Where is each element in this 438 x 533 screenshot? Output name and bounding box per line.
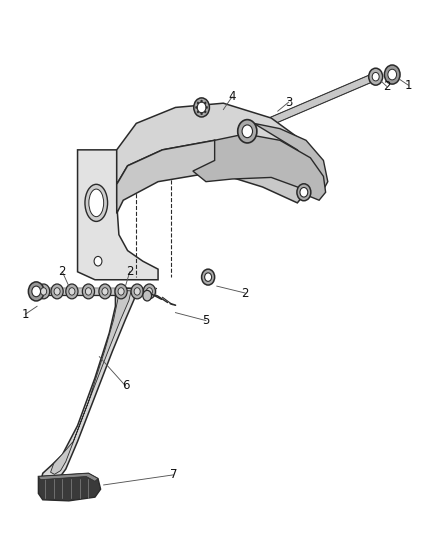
Circle shape <box>115 284 127 299</box>
Circle shape <box>244 126 251 136</box>
Circle shape <box>94 256 102 266</box>
Circle shape <box>300 188 308 197</box>
Circle shape <box>242 125 253 138</box>
Ellipse shape <box>89 189 104 216</box>
Circle shape <box>201 269 215 285</box>
Circle shape <box>205 273 212 281</box>
Circle shape <box>194 98 209 117</box>
Circle shape <box>240 122 255 141</box>
Circle shape <box>197 102 206 113</box>
Circle shape <box>85 288 92 295</box>
Ellipse shape <box>85 184 108 221</box>
Circle shape <box>195 107 197 109</box>
Circle shape <box>66 284 78 299</box>
Polygon shape <box>254 123 328 198</box>
Polygon shape <box>39 473 101 501</box>
Circle shape <box>41 288 47 295</box>
Circle shape <box>28 282 44 301</box>
Text: 5: 5 <box>202 314 210 327</box>
Polygon shape <box>41 288 136 485</box>
Text: 6: 6 <box>122 379 129 392</box>
Circle shape <box>372 72 379 81</box>
Circle shape <box>69 288 75 295</box>
Circle shape <box>32 286 41 297</box>
Circle shape <box>51 284 63 299</box>
Polygon shape <box>36 288 156 295</box>
Circle shape <box>118 288 124 295</box>
Circle shape <box>388 69 396 80</box>
Circle shape <box>102 288 108 295</box>
Circle shape <box>297 184 311 201</box>
Text: 2: 2 <box>126 265 134 278</box>
Circle shape <box>131 284 143 299</box>
Polygon shape <box>193 134 325 200</box>
Circle shape <box>134 288 140 295</box>
Circle shape <box>197 111 199 113</box>
Circle shape <box>238 119 257 143</box>
Circle shape <box>146 288 152 295</box>
Circle shape <box>143 284 155 299</box>
Circle shape <box>385 65 400 84</box>
Text: 3: 3 <box>285 95 292 109</box>
Circle shape <box>206 107 208 109</box>
Text: 1: 1 <box>21 308 29 321</box>
Circle shape <box>201 113 202 115</box>
Circle shape <box>54 288 60 295</box>
Polygon shape <box>117 103 306 184</box>
Circle shape <box>197 102 199 104</box>
Circle shape <box>99 284 111 299</box>
Text: 2: 2 <box>59 265 66 278</box>
Circle shape <box>205 111 206 113</box>
Text: 2: 2 <box>383 80 390 93</box>
Polygon shape <box>117 140 306 214</box>
Polygon shape <box>246 71 381 135</box>
Polygon shape <box>39 473 98 481</box>
Circle shape <box>143 290 152 301</box>
Text: 4: 4 <box>228 90 236 103</box>
Circle shape <box>205 102 206 104</box>
Polygon shape <box>50 290 131 474</box>
Circle shape <box>369 68 383 85</box>
Text: 7: 7 <box>170 469 177 481</box>
Polygon shape <box>78 150 158 280</box>
Circle shape <box>201 100 202 102</box>
Circle shape <box>38 284 49 299</box>
Text: 2: 2 <box>241 287 249 300</box>
Circle shape <box>82 284 95 299</box>
Text: 1: 1 <box>405 79 412 92</box>
